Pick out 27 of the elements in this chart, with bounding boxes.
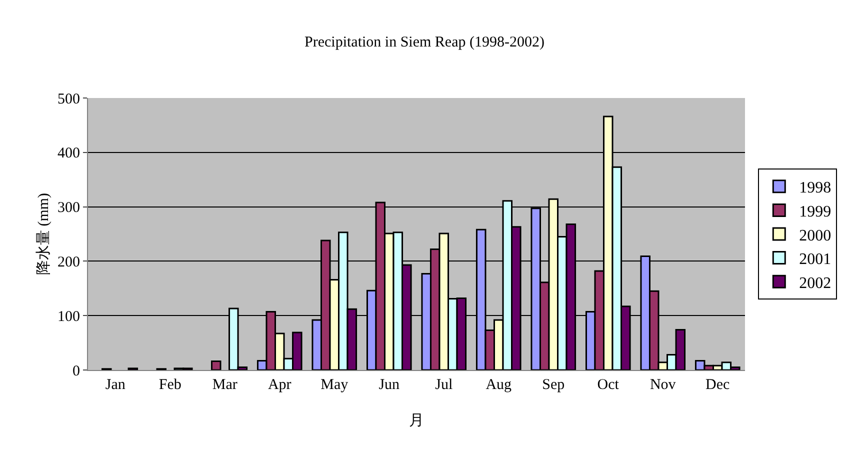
- x-tick-label: May: [320, 377, 349, 393]
- x-tick-label: Jun: [378, 377, 400, 393]
- y-tick-label: 100: [58, 308, 80, 325]
- bar: [210, 360, 222, 370]
- chart-title: Precipitation in Siem Reap (1998-2002): [304, 34, 544, 50]
- legend-label: 1999: [799, 203, 832, 220]
- y-tick-label: 300: [58, 200, 80, 216]
- x-tick-label: Feb: [158, 377, 182, 393]
- x-tick-label: Jul: [435, 377, 453, 393]
- y-tick-label: 400: [58, 146, 80, 162]
- x-tick-label: Apr: [268, 377, 292, 393]
- x-tick-label: Mar: [212, 377, 238, 393]
- legend-label: 1998: [799, 180, 832, 197]
- x-tick-label: Aug: [486, 377, 512, 393]
- x-tick-label: Nov: [650, 377, 676, 393]
- y-tick-label: 200: [58, 254, 80, 270]
- y-tick-label: 500: [58, 91, 80, 108]
- legend-label: 2001: [799, 251, 832, 268]
- x-tick-label: Dec: [706, 377, 730, 393]
- y-axis-title: 降水量 (mm): [35, 192, 52, 276]
- y-tick-label: 0: [72, 363, 80, 380]
- legend-label: 2002: [799, 274, 832, 292]
- x-tick-label: Sep: [542, 377, 565, 393]
- x-axis-title: 月: [409, 413, 424, 429]
- legend-label: 2000: [799, 227, 832, 244]
- x-tick-label: Oct: [597, 377, 620, 393]
- x-tick-label: Jan: [105, 377, 126, 393]
